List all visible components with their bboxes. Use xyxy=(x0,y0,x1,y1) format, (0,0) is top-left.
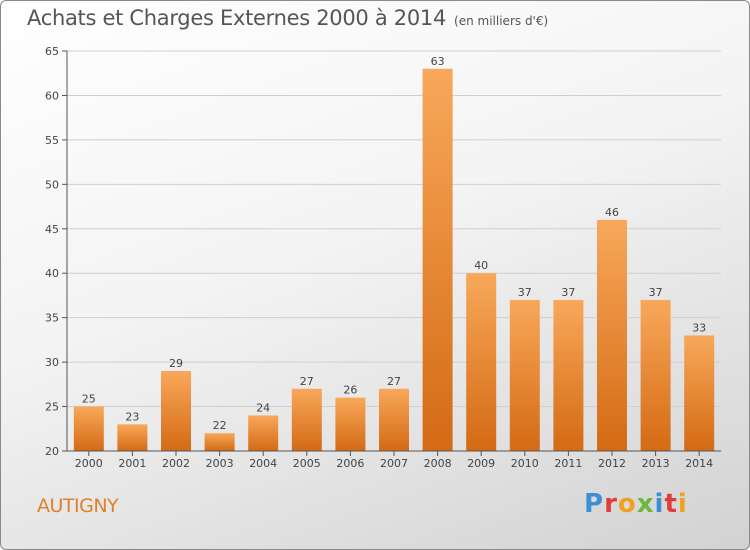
x-tick-label: 2003 xyxy=(206,457,234,470)
y-tick-label: 40 xyxy=(45,267,59,280)
y-tick-label: 25 xyxy=(45,401,59,414)
bar xyxy=(422,68,453,452)
logo-letter: i xyxy=(677,489,688,519)
x-tick-label: 2014 xyxy=(685,457,713,470)
x-tick-label: 2004 xyxy=(249,457,277,470)
data-label: 27 xyxy=(300,375,314,388)
title-block: Achats et Charges Externes 2000 à 2014 (e… xyxy=(27,6,548,30)
data-label: 37 xyxy=(649,286,663,299)
data-label: 46 xyxy=(605,206,619,219)
data-label: 26 xyxy=(343,384,357,397)
proxiti-logo: Proxiti xyxy=(584,489,688,519)
bar xyxy=(509,299,540,451)
x-tick-label: 2011 xyxy=(554,457,582,470)
bar xyxy=(640,299,671,451)
bar xyxy=(161,371,191,451)
data-label: 22 xyxy=(213,419,227,432)
x-tick-label: 2008 xyxy=(424,457,452,470)
x-tick-label: 2000 xyxy=(75,457,103,470)
y-tick-label: 55 xyxy=(45,134,59,147)
y-tick-label: 45 xyxy=(45,223,59,236)
logo-letter: o xyxy=(617,489,637,519)
data-label: 40 xyxy=(474,259,488,272)
data-label: 63 xyxy=(431,55,445,68)
logo-letter: x xyxy=(636,489,655,519)
data-label: 33 xyxy=(692,321,706,334)
bar xyxy=(684,335,715,451)
logo-letter: t xyxy=(664,489,678,519)
bar xyxy=(204,433,235,451)
y-tick-label: 60 xyxy=(45,89,59,102)
logo-letter: i xyxy=(654,489,665,519)
chart-title: Achats et Charges Externes 2000 à 2014 xyxy=(27,6,447,30)
bar xyxy=(335,397,366,451)
unit-note: (en milliers d'€) xyxy=(454,14,549,28)
x-tick-label: 2013 xyxy=(642,457,670,470)
x-tick-label: 2009 xyxy=(467,457,495,470)
bar xyxy=(73,406,104,451)
x-tick-label: 2007 xyxy=(380,457,408,470)
bar xyxy=(379,388,409,451)
data-label: 23 xyxy=(125,410,139,423)
x-tick-label: 2006 xyxy=(336,457,364,470)
data-label: 25 xyxy=(82,393,96,406)
data-label: 24 xyxy=(256,401,270,414)
y-tick-label: 50 xyxy=(45,178,59,191)
x-tick-label: 2005 xyxy=(293,457,321,470)
y-tick-label: 65 xyxy=(45,45,59,58)
y-tick-label: 20 xyxy=(45,445,59,458)
bar xyxy=(117,424,148,451)
data-label: 37 xyxy=(561,286,575,299)
data-label: 29 xyxy=(169,357,183,370)
bar xyxy=(291,388,322,451)
bar xyxy=(248,415,279,451)
x-tick-label: 2010 xyxy=(511,457,539,470)
logo-letter: P xyxy=(584,489,605,519)
y-tick-label: 30 xyxy=(45,356,59,369)
bar xyxy=(597,219,627,451)
bar xyxy=(553,299,584,451)
logo-letter: r xyxy=(604,489,618,519)
data-label: 27 xyxy=(387,375,401,388)
y-tick-label: 35 xyxy=(45,312,59,325)
data-label: 37 xyxy=(518,286,532,299)
bar xyxy=(466,273,497,451)
x-tick-label: 2012 xyxy=(598,457,626,470)
place-name: AUTIGNY xyxy=(37,495,119,517)
x-tick-label: 2002 xyxy=(162,457,190,470)
x-tick-label: 2001 xyxy=(118,457,146,470)
